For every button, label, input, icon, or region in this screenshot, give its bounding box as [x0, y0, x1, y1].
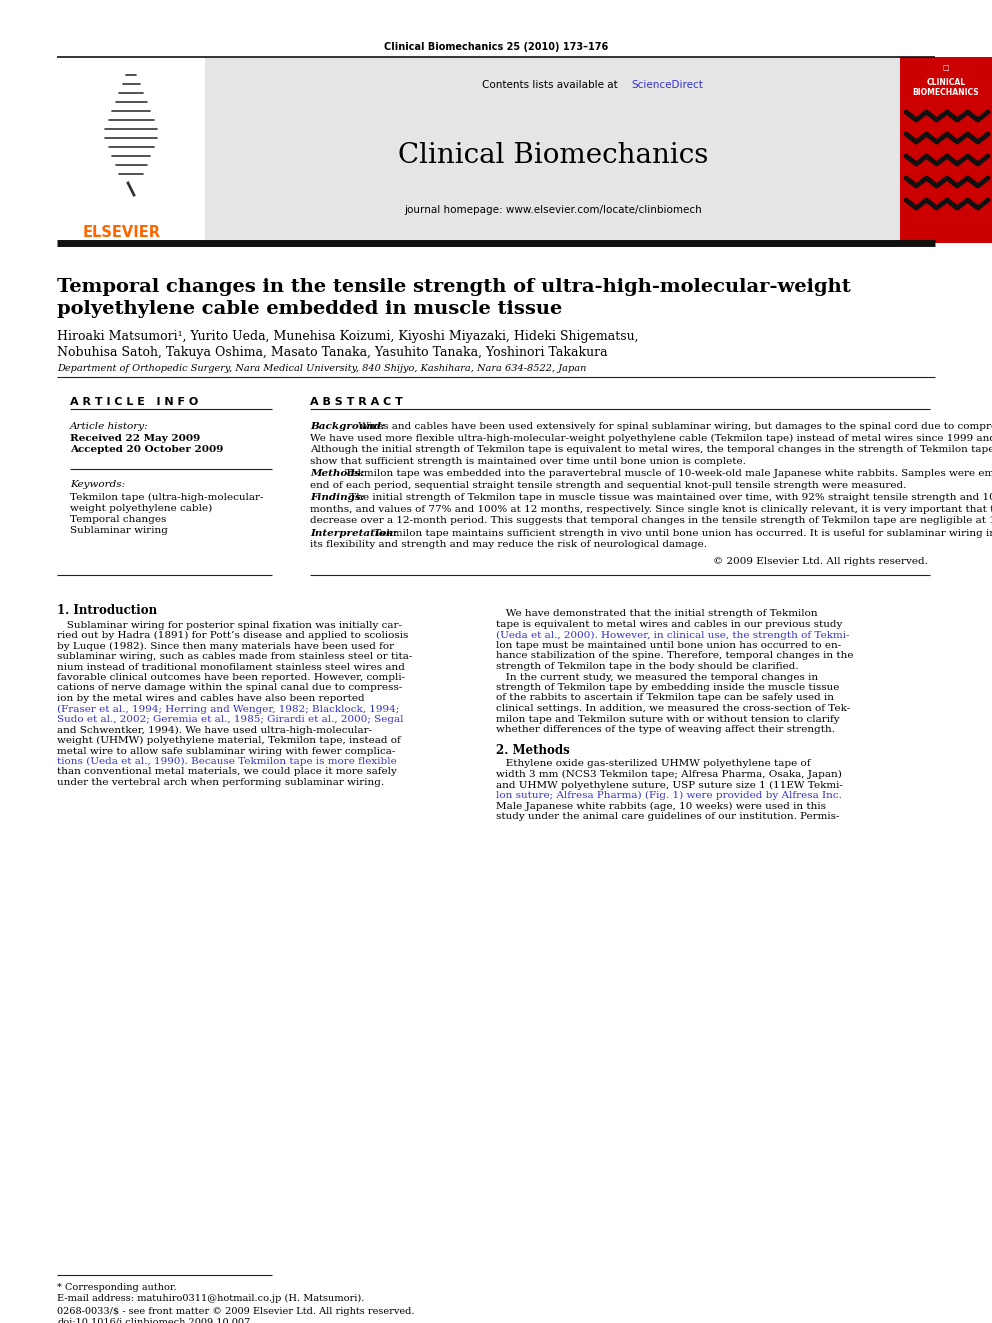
Text: Hiroaki Matsumori¹, Yurito Ueda, Munehisa Koizumi, Kiyoshi Miyazaki, Hideki Shig: Hiroaki Matsumori¹, Yurito Ueda, Munehis…	[57, 329, 639, 343]
Text: Received 22 May 2009: Received 22 May 2009	[70, 434, 200, 443]
Text: Tekmilon tape (ultra-high-molecular-: Tekmilon tape (ultra-high-molecular-	[70, 493, 264, 503]
Text: strength of Tekmilon tape in the body should be clarified.: strength of Tekmilon tape in the body sh…	[496, 662, 799, 671]
Text: Clinical Biomechanics: Clinical Biomechanics	[398, 142, 708, 169]
Text: Wires and cables have been used extensively for spinal sublaminar wiring, but da: Wires and cables have been used extensiv…	[354, 422, 992, 431]
Text: hance stabilization of the spine. Therefore, temporal changes in the: hance stabilization of the spine. Theref…	[496, 651, 853, 660]
Text: Sublaminar wiring: Sublaminar wiring	[70, 527, 168, 534]
Text: strength of Tekmilon tape by embedding inside the muscle tissue: strength of Tekmilon tape by embedding i…	[496, 683, 839, 692]
Text: A R T I C L E   I N F O: A R T I C L E I N F O	[70, 397, 198, 407]
Text: The initial strength of Tekmilon tape in muscle tissue was maintained over time,: The initial strength of Tekmilon tape in…	[346, 493, 992, 501]
Text: Sudo et al., 2002; Geremia et al., 1985; Girardi et al., 2000; Segal: Sudo et al., 2002; Geremia et al., 1985;…	[57, 714, 404, 724]
Text: Sublaminar wiring for posterior spinal fixation was initially car-: Sublaminar wiring for posterior spinal f…	[57, 620, 402, 630]
Text: Tekmilon tape was embedded into the paravertebral muscle of 10-week-old male Jap: Tekmilon tape was embedded into the para…	[342, 468, 992, 478]
Text: Keywords:: Keywords:	[70, 480, 125, 490]
Text: its flexibility and strength and may reduce the risk of neurological damage.: its flexibility and strength and may red…	[310, 540, 707, 549]
Text: Temporal changes: Temporal changes	[70, 515, 167, 524]
Text: nium instead of traditional monofilament stainless steel wires and: nium instead of traditional monofilament…	[57, 663, 405, 672]
Text: favorable clinical outcomes have been reported. However, compli-: favorable clinical outcomes have been re…	[57, 673, 405, 681]
Text: Clinical Biomechanics 25 (2010) 173–176: Clinical Biomechanics 25 (2010) 173–176	[384, 42, 608, 52]
Text: Although the initial strength of Tekmilon tape is equivalent to metal wires, the: Although the initial strength of Tekmilo…	[310, 445, 992, 454]
Text: We have demonstrated that the initial strength of Tekmilon: We have demonstrated that the initial st…	[496, 610, 817, 618]
Text: of the rabbits to ascertain if Tekmilon tape can be safely used in: of the rabbits to ascertain if Tekmilon …	[496, 693, 834, 703]
Text: Department of Orthopedic Surgery, Nara Medical University, 840 Shijyo, Kashihara: Department of Orthopedic Surgery, Nara M…	[57, 364, 586, 373]
Text: doi:10.1016/j.clinbiomech.2009.10.007: doi:10.1016/j.clinbiomech.2009.10.007	[57, 1318, 250, 1323]
Text: lon suture; Alfresa Pharma) (Fig. 1) were provided by Alfresa Inc.: lon suture; Alfresa Pharma) (Fig. 1) wer…	[496, 791, 842, 800]
Text: weight (UHMW) polyethylene material, Tekmilon tape, instead of: weight (UHMW) polyethylene material, Tek…	[57, 736, 401, 745]
Text: ion by the metal wires and cables have also been reported: ion by the metal wires and cables have a…	[57, 695, 365, 703]
Text: months, and values of 77% and 100% at 12 months, respectively. Since single knot: months, and values of 77% and 100% at 12…	[310, 504, 992, 513]
Bar	[900, 57, 992, 243]
Text: Article history:: Article history:	[70, 422, 149, 431]
Text: Male Japanese white rabbits (age, 10 weeks) were used in this: Male Japanese white rabbits (age, 10 wee…	[496, 802, 826, 811]
Text: Nobuhisa Satoh, Takuya Oshima, Masato Tanaka, Yasuhito Tanaka, Yoshinori Takakur: Nobuhisa Satoh, Takuya Oshima, Masato Ta…	[57, 347, 608, 359]
Text: 0268-0033/$ - see front matter © 2009 Elsevier Ltd. All rights reserved.: 0268-0033/$ - see front matter © 2009 El…	[57, 1307, 415, 1316]
Text: polyethylene cable embedded in muscle tissue: polyethylene cable embedded in muscle ti…	[57, 300, 562, 318]
Text: E-mail address: matuhiro0311@hotmail.co.jp (H. Matsumori).: E-mail address: matuhiro0311@hotmail.co.…	[57, 1294, 364, 1303]
Text: metal wire to allow safe sublaminar wiring with fewer complica-: metal wire to allow safe sublaminar wiri…	[57, 746, 396, 755]
Text: sublaminar wiring, such as cables made from stainless steel or tita-: sublaminar wiring, such as cables made f…	[57, 652, 413, 662]
Text: Methods:: Methods:	[310, 468, 364, 478]
Text: (Fraser et al., 1994; Herring and Wenger, 1982; Blacklock, 1994;: (Fraser et al., 1994; Herring and Wenger…	[57, 705, 399, 713]
Text: journal homepage: www.elsevier.com/locate/clinbiomech: journal homepage: www.elsevier.com/locat…	[404, 205, 702, 216]
Text: * Corresponding author.: * Corresponding author.	[57, 1283, 177, 1293]
Text: In the current study, we measured the temporal changes in: In the current study, we measured the te…	[496, 672, 818, 681]
Text: lon tape must be maintained until bone union has occurred to en-: lon tape must be maintained until bone u…	[496, 642, 841, 650]
Text: milon tape and Tekmilon suture with or without tension to clarify: milon tape and Tekmilon suture with or w…	[496, 714, 839, 724]
Text: end of each period, sequential straight tensile strength and sequential knot-pul: end of each period, sequential straight …	[310, 480, 907, 490]
Text: than conventional metal materials, we could place it more safely: than conventional metal materials, we co…	[57, 767, 397, 777]
Text: clinical settings. In addition, we measured the cross-section of Tek-: clinical settings. In addition, we measu…	[496, 704, 850, 713]
Bar	[57, 57, 205, 243]
Text: whether differences of the type of weaving affect their strength.: whether differences of the type of weavi…	[496, 725, 835, 734]
Text: under the vertebral arch when performing sublaminar wiring.: under the vertebral arch when performing…	[57, 778, 384, 787]
Text: 2. Methods: 2. Methods	[496, 744, 569, 757]
Text: by Luque (1982). Since then many materials have been used for: by Luque (1982). Since then many materia…	[57, 642, 394, 651]
Text: Background:: Background:	[310, 422, 385, 431]
Text: We have used more flexible ultra-high-molecular-weight polyethylene cable (Tekmi: We have used more flexible ultra-high-mo…	[310, 434, 992, 443]
Text: Accepted 20 October 2009: Accepted 20 October 2009	[70, 445, 223, 454]
Text: and Schwentker, 1994). We have used ultra-high-molecular-: and Schwentker, 1994). We have used ultr…	[57, 725, 372, 734]
Text: © 2009 Elsevier Ltd. All rights reserved.: © 2009 Elsevier Ltd. All rights reserved…	[713, 557, 928, 565]
Text: tions (Ueda et al., 1990). Because Tekmilon tape is more flexible: tions (Ueda et al., 1990). Because Tekmi…	[57, 757, 397, 766]
Text: tape is equivalent to metal wires and cables in our previous study: tape is equivalent to metal wires and ca…	[496, 620, 842, 628]
Text: width 3 mm (NCS3 Tekmilon tape; Alfresa Pharma, Osaka, Japan): width 3 mm (NCS3 Tekmilon tape; Alfresa …	[496, 770, 842, 779]
Text: Interpretation:: Interpretation:	[310, 528, 397, 537]
Text: study under the animal care guidelines of our institution. Permis-: study under the animal care guidelines o…	[496, 812, 839, 822]
Bar	[205, 57, 900, 243]
Text: Ethylene oxide gas-sterilized UHMW polyethylene tape of: Ethylene oxide gas-sterilized UHMW polye…	[496, 759, 810, 769]
Text: □: □	[942, 65, 949, 71]
Text: ScienceDirect: ScienceDirect	[631, 79, 703, 90]
Text: decrease over a 12-month period. This suggests that temporal changes in the tens: decrease over a 12-month period. This su…	[310, 516, 992, 525]
Text: CLINICAL: CLINICAL	[927, 78, 965, 87]
Text: (Ueda et al., 2000). However, in clinical use, the strength of Tekmi-: (Ueda et al., 2000). However, in clinica…	[496, 631, 849, 639]
Text: cations of nerve damage within the spinal canal due to compress-: cations of nerve damage within the spina…	[57, 684, 402, 692]
Text: Temporal changes in the tensile strength of ultra-high-molecular-weight: Temporal changes in the tensile strength…	[57, 278, 851, 296]
Text: 1. Introduction: 1. Introduction	[57, 605, 157, 618]
Text: and UHMW polyethylene suture, USP suture size 1 (11EW Tekmi-: and UHMW polyethylene suture, USP suture…	[496, 781, 843, 790]
Text: A B S T R A C T: A B S T R A C T	[310, 397, 403, 407]
Text: weight polyethylene cable): weight polyethylene cable)	[70, 504, 212, 513]
Text: ried out by Hadra (1891) for Pott’s disease and applied to scoliosis: ried out by Hadra (1891) for Pott’s dise…	[57, 631, 409, 640]
Text: Tekmilon tape maintains sufficient strength in vivo until bone union has occurre: Tekmilon tape maintains sufficient stren…	[371, 528, 992, 537]
Text: ELSEVIER: ELSEVIER	[83, 225, 161, 239]
Text: Contents lists available at: Contents lists available at	[482, 79, 622, 90]
Text: show that sufficient strength is maintained over time until bone union is comple: show that sufficient strength is maintai…	[310, 456, 746, 466]
Text: Findings:: Findings:	[310, 493, 365, 501]
Text: BIOMECHANICS: BIOMECHANICS	[913, 89, 979, 97]
